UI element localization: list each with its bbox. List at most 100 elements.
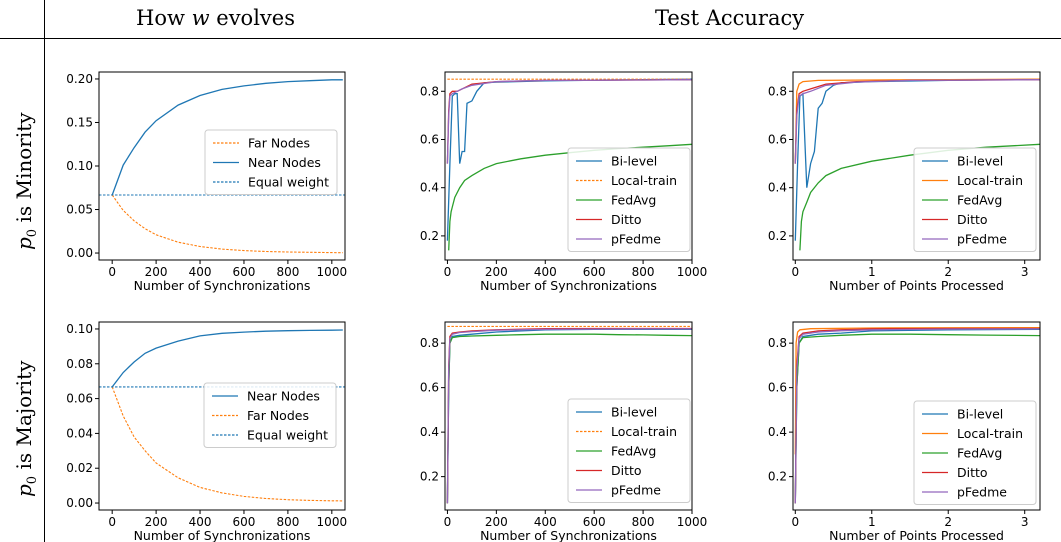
y-tick-label: 0.05 — [66, 203, 93, 217]
y-tick-label: 0.00 — [66, 246, 93, 260]
legend-box — [203, 382, 337, 448]
legend: Bi-level Local-train FedAvg Ditto pFedme — [567, 398, 691, 503]
legend-label: Ditto — [957, 212, 988, 227]
x-tick-label: 1000 — [677, 265, 708, 279]
legend: Bi-level Local-train FedAvg Ditto pFedme — [567, 147, 691, 252]
legend-label: Far Nodes — [248, 136, 310, 151]
plot-frame — [792, 71, 1041, 261]
legend: Far Nodes Near Nodes Equal weight — [204, 129, 338, 195]
y-tick-label: 0.4 — [768, 181, 787, 195]
series-line-local-train — [794, 326, 1040, 455]
y-tick-label: 0.8 — [420, 336, 439, 350]
plot-frame — [444, 71, 693, 261]
series-line-fedavg — [794, 333, 1040, 504]
legend-label: pFedme — [611, 483, 661, 498]
legend-label: Bi-level — [957, 407, 1003, 422]
x-tick-label: 0 — [108, 515, 116, 529]
legend-label: Ditto — [611, 463, 642, 478]
series-line-pfedme — [794, 79, 1040, 164]
legend-label: FedAvg — [957, 446, 1002, 461]
x-tick-label: 600 — [583, 265, 606, 279]
series-line-near-nodes — [111, 79, 343, 196]
x-tick-label: 400 — [534, 265, 557, 279]
series-group — [446, 78, 692, 251]
x-tick-label: 1 — [868, 515, 876, 529]
x-tick-label: 400 — [534, 515, 557, 529]
legend-label: Near Nodes — [248, 155, 321, 170]
legend-box — [567, 147, 691, 252]
x-tick-label: 200 — [485, 515, 508, 529]
x-tick-label: 600 — [583, 515, 606, 529]
header-divider — [0, 38, 1061, 39]
legend-label: Bi-level — [957, 154, 1003, 169]
header-weights-prefix: How — [136, 6, 192, 30]
x-axis-label: Number of Synchronizations — [480, 528, 657, 542]
y-tick-label: 0.06 — [66, 392, 93, 406]
x-tick-label: 400 — [189, 515, 212, 529]
y-tick-label: 0.20 — [66, 72, 93, 86]
x-tick-label: 3 — [1021, 515, 1029, 529]
series-group — [446, 325, 692, 504]
y-tick-label: 0.8 — [420, 84, 439, 98]
x-tick-label: 1000 — [317, 265, 348, 279]
x-tick-label: 1000 — [677, 515, 708, 529]
legend-box — [567, 398, 691, 503]
x-tick-label: 200 — [485, 265, 508, 279]
x-tick-label: 0 — [791, 515, 799, 529]
header-weights-var: w — [191, 6, 210, 30]
y-tick-label: 0.00 — [66, 496, 93, 510]
header-weights-suffix: evolves — [209, 6, 295, 30]
series-line-pfedme — [794, 328, 1040, 504]
y-tick-label: 0.10 — [66, 322, 93, 336]
x-axis-label: Number of Synchronizations — [480, 278, 657, 293]
x-tick-label: 3 — [1021, 265, 1029, 279]
x-tick-label: 2 — [944, 265, 952, 279]
legend-label: Bi-level — [611, 405, 657, 420]
legend: Bi-level Local-train FedAvg Ditto pFedme — [913, 147, 1037, 252]
x-tick-label: 0 — [444, 515, 452, 529]
x-tick-label: 1000 — [317, 515, 348, 529]
legend: Bi-level Local-train FedAvg Ditto pFedme — [913, 400, 1037, 505]
y-tick-label: 0.08 — [66, 357, 93, 371]
y-tick-label: 0.04 — [66, 426, 93, 440]
legend-box — [204, 129, 338, 195]
x-tick-label: 2 — [944, 515, 952, 529]
x-tick-label: 600 — [233, 515, 256, 529]
legend-label: FedAvg — [611, 444, 656, 459]
legend-box — [913, 147, 1037, 252]
legend-label: pFedme — [957, 232, 1007, 247]
legend: Near Nodes Far Nodes Equal weight — [203, 382, 337, 448]
x-tick-label: 0 — [108, 265, 116, 279]
y-tick-label: 0.8 — [768, 84, 787, 98]
y-tick-label: 0.6 — [420, 381, 439, 395]
x-tick-label: 800 — [276, 265, 299, 279]
x-tick-label: 200 — [145, 265, 168, 279]
legend-label: Ditto — [611, 212, 642, 227]
legend-label: pFedme — [611, 232, 661, 247]
legend-label: FedAvg — [957, 193, 1002, 208]
x-tick-label: 400 — [189, 265, 212, 279]
y-tick-label: 0.2 — [420, 229, 439, 243]
y-tick-label: 0.10 — [66, 159, 93, 173]
legend-label: Equal weight — [247, 428, 328, 443]
legend-label: Equal weight — [248, 175, 329, 190]
header-weights: How w evolves — [136, 6, 295, 30]
plot-frame — [444, 321, 693, 511]
plot-frame — [98, 321, 346, 511]
y-tick-label: 0.4 — [768, 425, 787, 439]
legend-label: pFedme — [957, 485, 1007, 500]
legend-label: Local-train — [957, 426, 1023, 441]
x-tick-label: 800 — [632, 515, 655, 529]
x-axis-label: Number of Points Processed — [829, 278, 1004, 293]
series-line-near-nodes — [111, 329, 343, 388]
y-tick-label: 0.2 — [768, 229, 787, 243]
x-axis-label: Number of Synchronizations — [134, 278, 311, 293]
header-test-accuracy: Test Accuracy — [655, 6, 805, 30]
legend-label: Local-train — [611, 173, 677, 188]
